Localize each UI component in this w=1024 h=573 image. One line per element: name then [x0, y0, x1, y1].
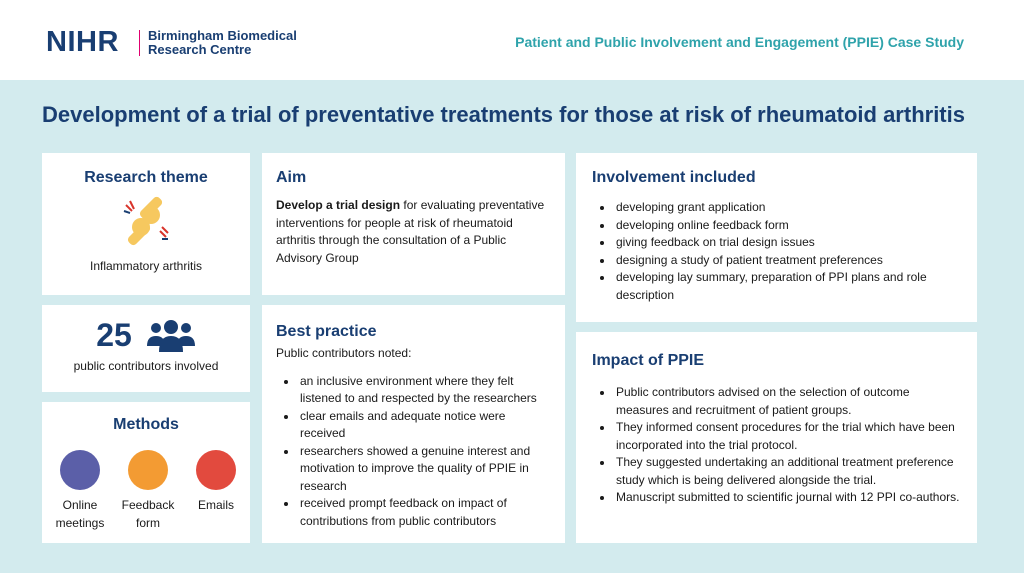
research-theme-card: Research theme Inflammatory arthritis	[42, 153, 250, 295]
aim-text: Develop a trial design for evaluating pr…	[276, 197, 551, 267]
list-item: They suggested undertaking an additional…	[614, 454, 961, 489]
involvement-card: Involvement included developing grant ap…	[576, 153, 977, 322]
list-item: Public contributors advised on the selec…	[614, 384, 961, 419]
best-practice-card: Best practice Public contributors noted:…	[262, 305, 565, 543]
emphasis: Develop a trial design	[276, 198, 401, 212]
method-label: Emails	[197, 498, 234, 512]
heading: Aim	[276, 169, 307, 186]
heading: Impact of PPIE	[592, 352, 705, 369]
contributors-card: 25 public contributors involved	[42, 305, 250, 392]
list-item: developing lay summary, preparation of P…	[614, 269, 961, 304]
separator	[139, 30, 140, 56]
title: Development of a trial of preventative t…	[42, 102, 965, 127]
list-item: They informed consent procedures for the…	[614, 419, 961, 454]
text: for evaluating preventative intervention…	[276, 198, 545, 265]
method-label: Feedback form	[121, 498, 175, 530]
method-label: Online meetings	[55, 498, 105, 530]
centre-line: Birmingham Biomedical	[148, 28, 297, 43]
people-icon	[146, 319, 195, 352]
method-icon	[196, 450, 236, 490]
list-item: received prompt feedback on impact of co…	[298, 495, 551, 530]
list-item: developing online feedback form	[614, 217, 961, 235]
list: Public contributors advised on the selec…	[592, 384, 961, 507]
heading: Methods	[113, 416, 179, 433]
heading: Research theme	[84, 169, 208, 186]
header: NIHR Birmingham Biomedical Research Cent…	[0, 0, 1024, 80]
heading: Best practice	[276, 323, 377, 340]
label: Inflammatory arthritis	[89, 259, 203, 273]
method-icon	[128, 450, 168, 490]
list: an inclusive environment where they felt…	[276, 373, 551, 531]
list-item: giving feedback on trial design issues	[614, 234, 961, 252]
methods-card: Methods Online meetings Feedback form Em…	[42, 402, 250, 543]
list-item: designing a study of patient treatment p…	[614, 252, 961, 270]
aim-card: Aim Develop a trial design for evaluatin…	[262, 153, 565, 295]
method: Online meetings	[45, 450, 115, 532]
subtitle: Patient and Public Involvement and Engag…	[515, 34, 964, 50]
centre-line: Research Centre	[148, 42, 252, 57]
label: public contributors involved	[73, 359, 219, 373]
impact-card: Impact of PPIE Public contributors advis…	[576, 332, 977, 543]
list: developing grant applicationdeveloping o…	[592, 199, 961, 304]
logo: NIHR	[46, 26, 119, 58]
joint-icon	[123, 196, 169, 246]
method-icon	[60, 450, 100, 490]
count: 25	[96, 317, 132, 353]
list-item: Manuscript submitted to scientific journ…	[614, 489, 961, 507]
list-item: an inclusive environment where they felt…	[298, 373, 551, 408]
centre-name: Birmingham Biomedical Research Centre	[148, 29, 297, 57]
method: Feedback form	[113, 450, 183, 532]
heading: Involvement included	[592, 169, 756, 186]
list-item: developing grant application	[614, 199, 961, 217]
list-item: researchers showed a genuine interest an…	[298, 443, 551, 496]
method: Emails	[181, 450, 251, 514]
list-item: clear emails and adequate notice were re…	[298, 408, 551, 443]
intro: Public contributors noted:	[276, 346, 412, 360]
